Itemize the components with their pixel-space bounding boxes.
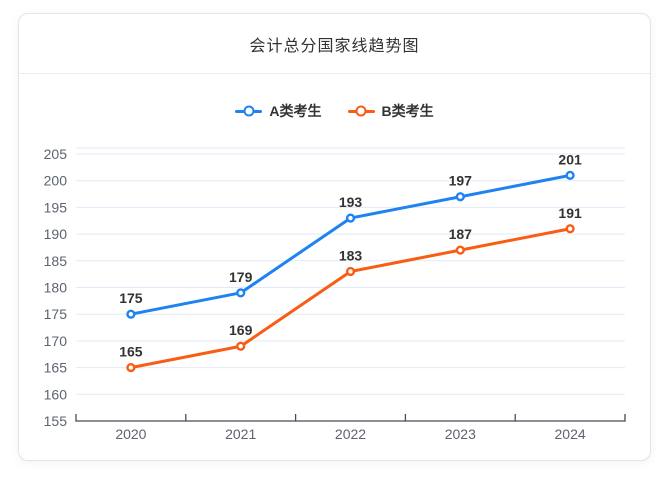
data-point[interactable] (455, 192, 465, 202)
legend-line-circle-icon (347, 105, 375, 118)
data-label: 165 (119, 344, 143, 360)
data-label: 201 (558, 151, 582, 167)
y-gridlines (76, 147, 625, 395)
x-tick-label: 2021 (225, 426, 256, 442)
series-a: 175 179 193 197 201 (119, 151, 582, 319)
x-tick-label: 2023 (445, 426, 476, 442)
chart-card: 会计总分国家线趋势图 A类考生 B类考生 155 160 165 170 175 180 18… (18, 13, 651, 461)
data-label: 187 (449, 226, 473, 242)
data-label: 179 (229, 269, 253, 285)
x-tick-label: 2024 (555, 426, 586, 442)
legend-item-a[interactable]: A类考生 (235, 101, 322, 121)
data-label: 193 (339, 194, 363, 210)
chart-title: 会计总分国家线趋势图 (249, 37, 420, 55)
data-point[interactable] (455, 245, 465, 255)
data-label: 191 (558, 205, 582, 221)
data-label: 175 (119, 290, 143, 306)
data-point[interactable] (345, 213, 356, 223)
y-axis-labels: 155 160 165 170 175 180 185 190 195 200 205 (44, 146, 68, 429)
chart-body: A类考生 B类考生 155 160 165 170 175 180 185 190 195 200 2… (19, 100, 650, 454)
y-tick-label: 155 (44, 413, 68, 429)
data-point[interactable] (565, 170, 575, 180)
data-point[interactable] (126, 309, 136, 319)
data-point[interactable] (345, 266, 356, 277)
y-tick-label: 205 (44, 146, 68, 162)
data-point[interactable] (126, 363, 136, 373)
y-tick-label: 175 (44, 306, 68, 322)
y-tick-label: 165 (44, 360, 68, 376)
data-label: 183 (339, 247, 363, 263)
y-tick-label: 195 (44, 199, 68, 215)
data-point[interactable] (236, 341, 246, 351)
y-tick-label: 170 (44, 333, 68, 349)
data-label: 197 (449, 173, 473, 189)
data-point[interactable] (236, 288, 246, 298)
legend-label: A类考生 (269, 103, 322, 119)
y-tick-label: 160 (44, 386, 68, 402)
x-axis (75, 414, 626, 422)
y-tick-label: 190 (44, 226, 68, 242)
y-tick-label: 180 (44, 280, 68, 296)
legend-label: B类考生 (381, 103, 434, 119)
chart-legend: A类考生 B类考生 (19, 100, 650, 122)
series-b: 165 169 183 187 191 (119, 205, 582, 373)
legend-line-circle-icon (235, 105, 263, 118)
data-point[interactable] (565, 224, 575, 234)
x-tick-label: 2022 (335, 426, 366, 442)
legend-circle-icon (243, 105, 255, 117)
x-axis-labels: 2020 2021 2022 2023 2024 (115, 426, 586, 442)
x-tick-label: 2020 (115, 426, 146, 442)
legend-circle-icon (355, 105, 367, 117)
y-tick-label: 200 (44, 173, 68, 189)
data-label: 169 (229, 322, 253, 338)
y-tick-label: 185 (44, 253, 68, 269)
legend-item-b[interactable]: B类考生 (347, 101, 434, 121)
chart-header: 会计总分国家线趋势图 (19, 14, 650, 74)
